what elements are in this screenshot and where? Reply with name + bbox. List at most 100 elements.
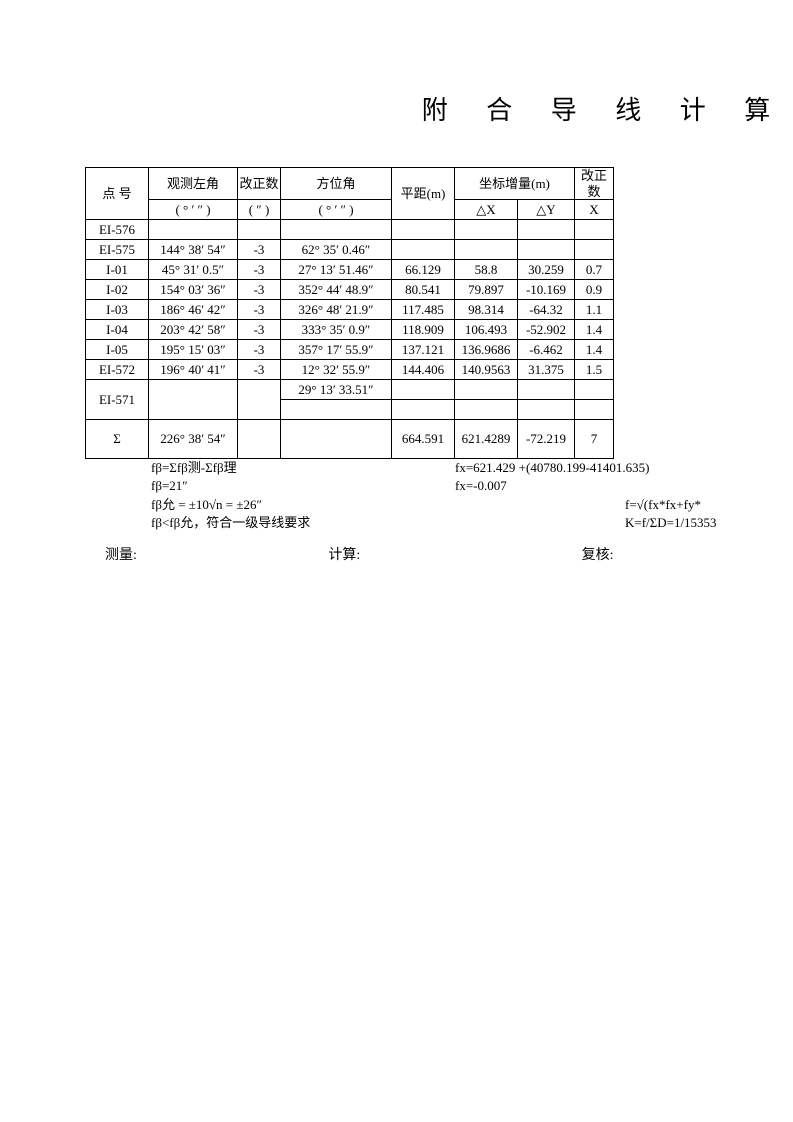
foot-l2b: fx=-0.007 xyxy=(455,477,507,495)
hdr-dy: △Y xyxy=(518,200,575,220)
seg-cx: 0.9 xyxy=(575,280,614,300)
seg-cx: 1.4 xyxy=(575,320,614,340)
foot-l1a: fβ=Σfβ测-Σfβ理 xyxy=(85,459,237,477)
foot-l1b: fx=621.429 +(40780.199-41401.635) xyxy=(455,459,649,477)
point-corr xyxy=(238,380,281,420)
hdr-azimuth-u: ( ° ′ ″ ) xyxy=(281,200,392,220)
point-corr: -3 xyxy=(238,320,281,340)
foot-l2a: fβ=21″ xyxy=(85,477,188,495)
seg-dy: 30.259 xyxy=(518,260,575,280)
point-angle xyxy=(149,220,238,240)
point-corr: -3 xyxy=(238,240,281,260)
seg-cx xyxy=(575,240,614,260)
seg-dx: 106.493 xyxy=(455,320,518,340)
sig-review: 复核: xyxy=(472,544,725,564)
seg-azimuth: 29° 13′ 33.51″ xyxy=(281,380,392,400)
seg-azimuth: 27° 13′ 51.46″ xyxy=(281,260,392,280)
foot-l3b: f=√(fx*fx+fy* xyxy=(625,496,701,514)
point-corr xyxy=(238,220,281,240)
sigma-cx: 7 xyxy=(575,420,614,459)
hdr-dist: 平距(m) xyxy=(392,168,455,220)
hdr-angle: 观测左角 xyxy=(149,168,238,200)
seg-dx: 136.9686 xyxy=(455,340,518,360)
seg-dy: 31.375 xyxy=(518,360,575,380)
seg-azimuth: 352° 44′ 48.9″ xyxy=(281,280,392,300)
point-id: EI-572 xyxy=(86,360,149,380)
seg-cx: 1.5 xyxy=(575,360,614,380)
footer-calculations: fβ=Σfβ测-Σfβ理 fx=621.429 +(40780.199-4140… xyxy=(85,459,745,532)
seg-dx: 79.897 xyxy=(455,280,518,300)
seg-dx: 58.8 xyxy=(455,260,518,280)
point-angle: 195° 15′ 03″ xyxy=(149,340,238,360)
seg-dist: 80.541 xyxy=(392,280,455,300)
point-id: I-05 xyxy=(86,340,149,360)
sigma-angle: 226° 38′ 54″ xyxy=(149,420,238,459)
point-id: I-02 xyxy=(86,280,149,300)
seg-dy xyxy=(518,240,575,260)
seg-dist: 118.909 xyxy=(392,320,455,340)
hdr-coord: 坐标增量(m) xyxy=(455,168,575,200)
seg-dist: 137.121 xyxy=(392,340,455,360)
seg-azimuth: 62° 35′ 0.46″ xyxy=(281,240,392,260)
point-corr: -3 xyxy=(238,260,281,280)
hdr-cx: X xyxy=(575,200,614,220)
foot-l3a: fβ允 = ±10√n = ±26″ xyxy=(85,496,262,514)
point-corr: -3 xyxy=(238,360,281,380)
point-angle xyxy=(149,380,238,420)
point-id: EI-575 xyxy=(86,240,149,260)
point-id: I-03 xyxy=(86,300,149,320)
point-angle: 45° 31′ 0.5″ xyxy=(149,260,238,280)
point-id: EI-576 xyxy=(86,220,149,240)
signature-row: 测量: 计算: 复核: xyxy=(85,544,725,564)
seg-cx: 0.7 xyxy=(575,260,614,280)
seg-azimuth: 326° 48′ 21.9″ xyxy=(281,300,392,320)
seg-dx: 98.314 xyxy=(455,300,518,320)
seg-dx xyxy=(455,240,518,260)
traverse-table: 点 号 观测左角 改正数 方位角 平距(m) 坐标增量(m) 改正数 ( ° ′… xyxy=(85,167,614,459)
sigma-dy: -72.219 xyxy=(518,420,575,459)
seg-dist: 66.129 xyxy=(392,260,455,280)
seg-dy: -64.32 xyxy=(518,300,575,320)
point-corr: -3 xyxy=(238,340,281,360)
sigma-dx: 621.4289 xyxy=(455,420,518,459)
point-corr: -3 xyxy=(238,280,281,300)
hdr-corr: 改正数 xyxy=(238,168,281,200)
sig-measure: 测量: xyxy=(85,544,248,564)
seg-dx: 140.9563 xyxy=(455,360,518,380)
seg-azimuth: 333° 35′ 0.9″ xyxy=(281,320,392,340)
sigma-dist: 664.591 xyxy=(392,420,455,459)
seg-dy: -6.462 xyxy=(518,340,575,360)
point-corr: -3 xyxy=(238,300,281,320)
hdr-corr-u: ( ″ ) xyxy=(238,200,281,220)
seg-azimuth: 12° 32′ 55.9″ xyxy=(281,360,392,380)
point-angle: 144° 38′ 54″ xyxy=(149,240,238,260)
seg-cx xyxy=(575,380,614,400)
seg-dy: -52.902 xyxy=(518,320,575,340)
seg-azimuth: 357° 17′ 55.9″ xyxy=(281,340,392,360)
point-id: EI-571 xyxy=(86,380,149,420)
hdr-angle-u: ( ° ′ ″ ) xyxy=(149,200,238,220)
point-angle: 186° 46′ 42″ xyxy=(149,300,238,320)
foot-l4a: fβ<fβ允，符合一级导线要求 xyxy=(85,514,310,532)
seg-cx: 1.1 xyxy=(575,300,614,320)
hdr-point: 点 号 xyxy=(86,168,149,220)
hdr-dx: △X xyxy=(455,200,518,220)
point-angle: 196° 40′ 41″ xyxy=(149,360,238,380)
seg-dy: -10.169 xyxy=(518,280,575,300)
seg-dx xyxy=(455,380,518,400)
page-title: 附 合 导 线 计 算 xyxy=(85,90,793,127)
foot-l4b: K=f/ΣD=1/15353 xyxy=(625,514,717,532)
sigma-label: Σ xyxy=(86,420,149,459)
seg-dist: 117.485 xyxy=(392,300,455,320)
point-angle: 154° 03′ 36″ xyxy=(149,280,238,300)
point-id: I-04 xyxy=(86,320,149,340)
seg-cx: 1.4 xyxy=(575,340,614,360)
hdr-corrn: 改正数 xyxy=(575,168,614,200)
point-id: I-01 xyxy=(86,260,149,280)
hdr-azimuth: 方位角 xyxy=(281,168,392,200)
seg-dy xyxy=(518,380,575,400)
seg-dist: 144.406 xyxy=(392,360,455,380)
seg-dist xyxy=(392,240,455,260)
sig-calc: 计算: xyxy=(248,544,471,564)
point-angle: 203° 42′ 58″ xyxy=(149,320,238,340)
